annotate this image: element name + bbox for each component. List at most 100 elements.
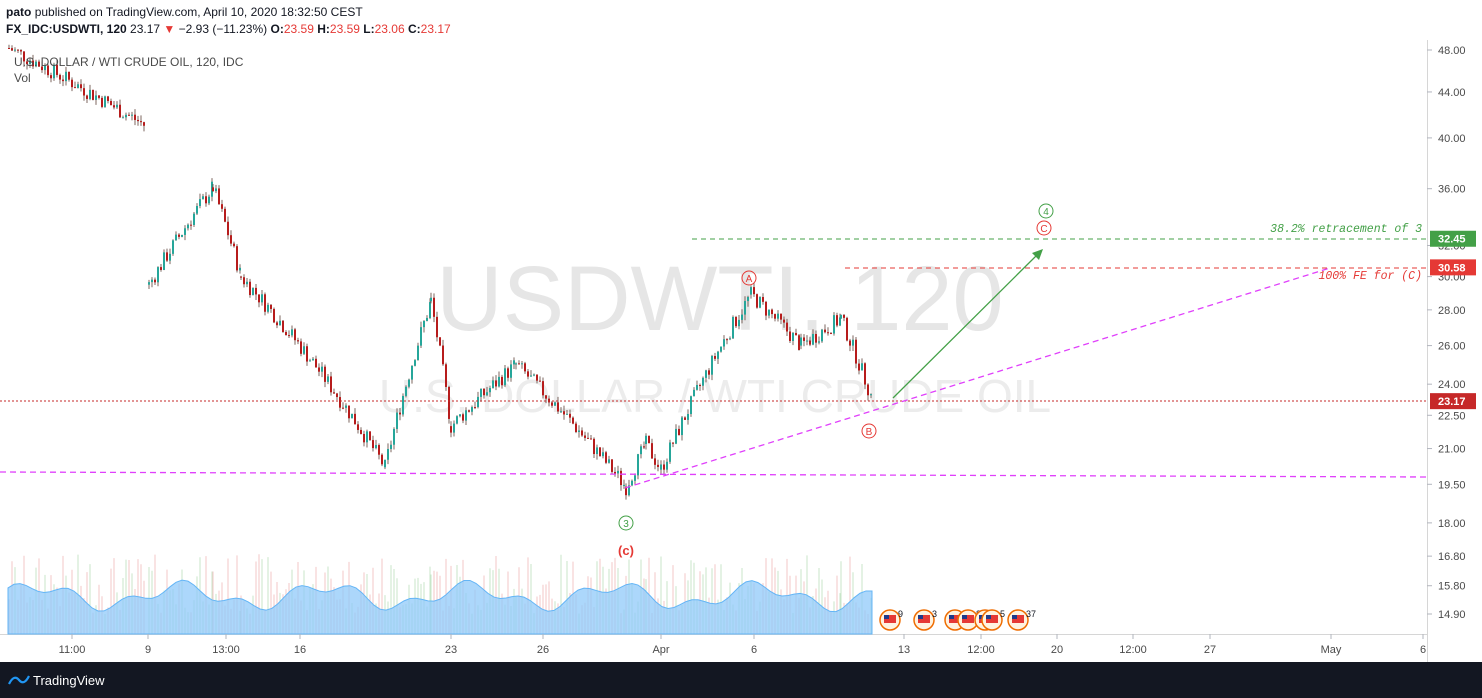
volume-legend[interactable]: Vol (14, 71, 31, 85)
low-label: L: (363, 22, 375, 36)
candle-body (315, 358, 317, 368)
candle-body (672, 442, 674, 444)
candle-body (11, 48, 13, 51)
candle-body (711, 355, 713, 375)
candle-body (551, 402, 553, 406)
candle-body (408, 379, 410, 387)
candle-body (723, 339, 725, 347)
candle-body (735, 316, 737, 327)
candle-body (116, 104, 118, 108)
y-tick-label: 22.50 (1438, 410, 1466, 422)
candle-body (732, 316, 734, 339)
candle-body (705, 370, 707, 378)
economic-event-flag[interactable]: 5 (981, 609, 1005, 631)
candle-body (687, 414, 689, 420)
candle-body (32, 60, 34, 67)
economic-event-flag[interactable]: 3 (913, 609, 937, 631)
candle-body (273, 308, 275, 323)
candle-body (224, 208, 226, 222)
candle-body (157, 267, 159, 283)
candle-body (95, 95, 97, 100)
brand-name[interactable]: TradingView (33, 673, 105, 688)
candle-body (143, 122, 145, 126)
candle-body (789, 331, 791, 341)
candle-body (74, 87, 76, 89)
trend-line (624, 267, 1331, 489)
high-value: 23.59 (329, 22, 360, 36)
time-axis[interactable]: 11:00 9 13:00 16 23 26 Apr 6 13 12:00 20 12:00 27 May… (59, 634, 1426, 656)
x-tick-label: 9 (145, 644, 151, 656)
wave-c-label: C (1040, 224, 1047, 235)
candle-body (798, 335, 800, 350)
candle-body (125, 114, 127, 118)
event-count: 5 (1000, 609, 1005, 619)
tradingview-logo-icon[interactable] (8, 673, 30, 687)
price-badge (1430, 259, 1476, 276)
candle-body (637, 454, 639, 476)
candle-body (584, 435, 586, 438)
candle-body (714, 355, 716, 359)
fe-label: 100% FE for (C) (1318, 270, 1422, 283)
candle-body (151, 279, 153, 283)
candle-body (726, 339, 728, 341)
y-tick-label: 21.00 (1438, 444, 1466, 456)
wave-b-label: B (866, 427, 873, 438)
y-tick-label: 18.00 (1438, 518, 1466, 530)
candle-body (477, 396, 479, 408)
symbol-label[interactable]: FX_IDC:USDWTI, 120 (6, 22, 127, 36)
candle-body (504, 368, 506, 386)
candle-body (821, 329, 823, 342)
candle-body (839, 317, 841, 326)
candle-body (172, 240, 174, 254)
candle-body (453, 423, 455, 433)
candle-body (282, 320, 284, 332)
y-tick-label: 26.00 (1438, 341, 1466, 353)
candle-body (741, 314, 743, 320)
economic-event-flag[interactable]: 9 (879, 609, 903, 631)
candle-body (465, 410, 467, 421)
change-value: −2.93 (−11.23%) (178, 22, 268, 36)
candle-body (47, 65, 49, 76)
candle-body (390, 444, 392, 450)
candle-body (852, 339, 854, 346)
author-name[interactable]: pato (6, 5, 32, 19)
candle-body (527, 371, 529, 377)
price-chart[interactable]: USDWTI, 120 U.S. DOLLAR / WTI CRUDE OIL … (0, 0, 1482, 662)
close-label: C: (407, 22, 421, 36)
candle-body (450, 426, 452, 433)
candle-body (536, 374, 538, 381)
candle-body (414, 360, 416, 366)
candle-body (566, 413, 568, 415)
candle-body (720, 346, 722, 352)
candle-body (354, 413, 356, 425)
candle-body (657, 464, 659, 467)
candle-body (104, 96, 106, 107)
economic-event-flag[interactable]: 37 (1007, 609, 1036, 631)
candle-body (148, 282, 150, 285)
candle-body (291, 329, 293, 336)
candle-body (122, 117, 124, 119)
candle-body (545, 395, 547, 399)
candle-body (270, 304, 272, 309)
wave-c-minor-label: (c) (618, 543, 634, 558)
candle-body (44, 65, 46, 71)
candle-body (215, 188, 217, 192)
y-tick-label: 40.00 (1438, 133, 1466, 145)
price-axis[interactable]: 48.0044.0040.0036.0032.0030.0028.0026.00… (1427, 45, 1466, 621)
candle-body (669, 442, 671, 462)
candle-body (575, 423, 577, 433)
candle-body (17, 49, 19, 51)
candle-body (240, 276, 242, 278)
series-name[interactable]: U.S. DOLLAR / WTI CRUDE OIL, 120, IDC (14, 55, 244, 69)
candle-body (590, 438, 592, 440)
candle-body (684, 417, 686, 420)
candle-body (678, 428, 680, 436)
candle-body (230, 235, 232, 244)
candle-body (399, 412, 401, 415)
candle-body (795, 332, 797, 336)
candle-body (62, 79, 64, 82)
candle-body (14, 49, 16, 51)
candle-body (495, 380, 497, 387)
candle-body (181, 234, 183, 237)
candle-body (620, 470, 622, 486)
